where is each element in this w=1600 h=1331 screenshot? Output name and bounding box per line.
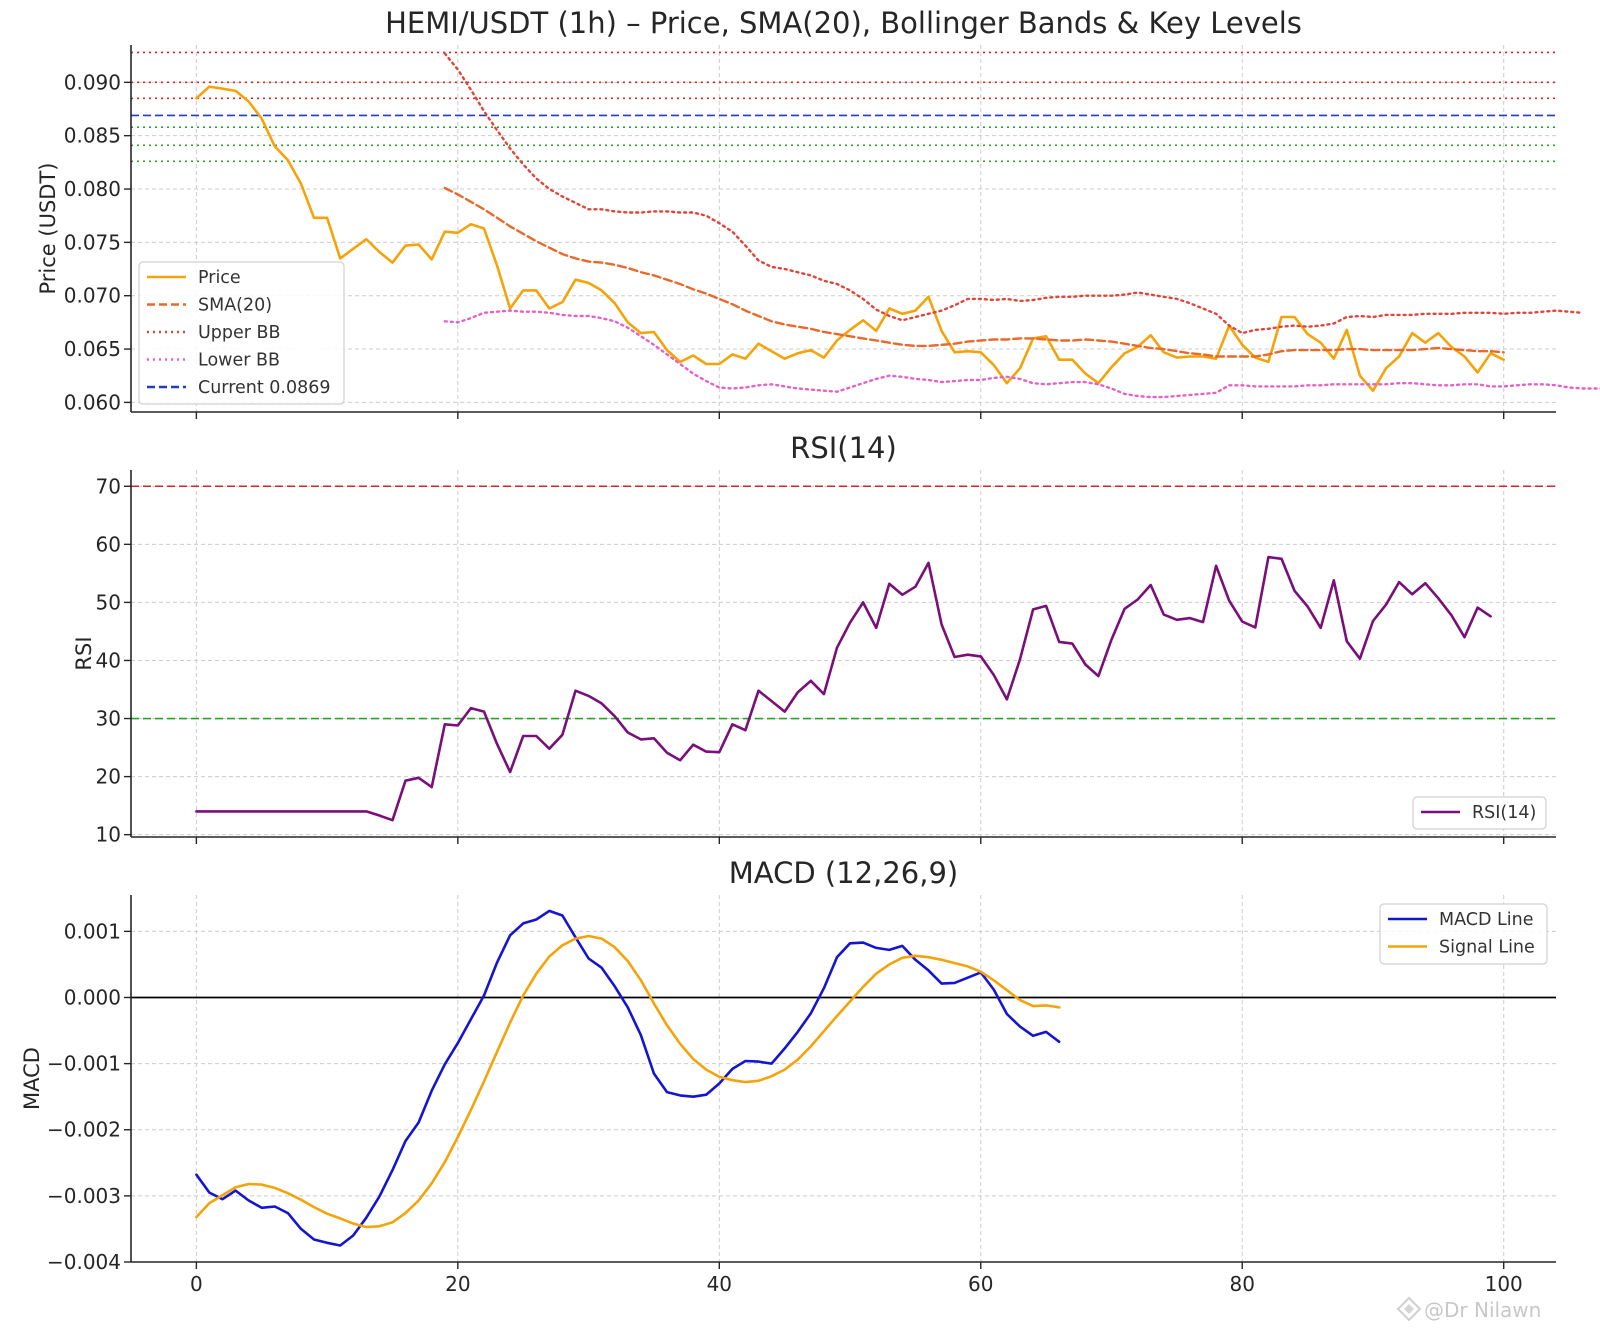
y-tick-label: 20 <box>96 765 121 789</box>
y-tick-label: 0.090 <box>64 70 121 94</box>
watermark: @Dr Nilawn <box>1424 1296 1594 1324</box>
y-tick-label: 0.080 <box>64 177 121 201</box>
series-line-price <box>195 85 1505 393</box>
legend-label: MACD Line <box>1439 910 1534 930</box>
watermark-logo-icon <box>1396 1296 1422 1322</box>
y-tick-label: 0.000 <box>64 985 121 1009</box>
x-tick-label: 80 <box>1230 1272 1255 1296</box>
y-tick-label: 0.070 <box>64 284 121 308</box>
legend-label: Current 0.0869 <box>198 378 331 398</box>
grid <box>131 895 1556 1263</box>
panel-1: 0.060 0.065 0.070 0.075 0.080 0.085 0.090 HEMI/… <box>36 6 1600 419</box>
x-axis: 0 20 40 60 80 100 <box>190 1262 1523 1296</box>
y-tick-label: 0.065 <box>64 337 121 361</box>
x-tick-label: 100 <box>1485 1272 1523 1296</box>
x-axis <box>195 837 1505 844</box>
y-tick-label: 40 <box>96 648 121 672</box>
legend-label: Lower BB <box>198 351 280 371</box>
legend-label: Price <box>198 268 241 288</box>
y-tick-label: 0.060 <box>64 390 121 414</box>
y-tick-label: 50 <box>96 590 121 614</box>
y-tick-label: 0.001 <box>64 919 121 943</box>
series-group <box>195 555 1492 822</box>
series-line-sma-20 <box>443 186 1505 358</box>
panel-title: MACD (12,26,9) <box>729 856 958 890</box>
y-axis-label: Price (USDT) <box>36 163 60 295</box>
panel-title: HEMI/USDT (1h) – Price, SMA(20), Bolling… <box>385 6 1302 40</box>
watermark-text: @Dr Nilawn <box>1424 1298 1541 1322</box>
legend-label: Signal Line <box>1439 938 1535 958</box>
legend: MACD Line Signal Line <box>1379 903 1548 965</box>
y-axis-label: RSI <box>72 636 96 670</box>
y-tick-label: −0.001 <box>47 1052 121 1076</box>
x-tick-label: 60 <box>968 1272 993 1296</box>
legend-label: Upper BB <box>198 323 281 343</box>
y-tick-label: 0.085 <box>64 124 121 148</box>
series-group <box>195 52 1600 399</box>
x-tick-label: 40 <box>707 1272 732 1296</box>
legend: RSI(14) <box>1412 796 1547 830</box>
y-tick-label: −0.002 <box>47 1118 121 1142</box>
series-line-signal-line <box>195 934 1061 1229</box>
legend-box <box>138 261 345 405</box>
reference-lines <box>131 485 1556 720</box>
y-axis: 0.060 0.065 0.070 0.075 0.080 0.085 0.090 <box>64 70 131 414</box>
series-line-rsi-14 <box>195 555 1492 822</box>
y-tick-label: −0.004 <box>47 1250 121 1274</box>
legend: Price SMA(20) Upper BB Lower BB Current 0.08… <box>138 261 345 405</box>
legend-label: SMA(20) <box>198 296 272 316</box>
grid <box>131 470 1556 837</box>
panel-2: 10 20 30 40 50 60 70 RSI(14) RSI RSI(14) <box>72 431 1556 847</box>
y-tick-label: −0.003 <box>47 1184 121 1208</box>
series-line-macd-line <box>195 909 1061 1247</box>
x-tick-label: 0 <box>190 1272 203 1296</box>
y-tick-label: 60 <box>96 532 121 556</box>
panel-3: 0 20 40 60 80 100 −0.004 −0.003 −0.002 −0.001 0.00… <box>20 856 1556 1296</box>
y-tick-label: 0.075 <box>64 230 121 254</box>
series-group <box>195 909 1061 1247</box>
x-tick-label: 20 <box>445 1272 470 1296</box>
legend-label: RSI(14) <box>1472 803 1536 823</box>
x-axis <box>195 412 1505 419</box>
series-line-lower-bb <box>443 309 1600 399</box>
legend-box <box>1412 796 1547 830</box>
y-axis: 10 20 30 40 50 60 70 <box>96 474 131 847</box>
reference-lines <box>131 51 1556 163</box>
y-tick-label: 10 <box>96 823 121 847</box>
y-tick-label: 70 <box>96 474 121 498</box>
y-axis: −0.004 −0.003 −0.002 −0.001 0.000 0.001 <box>47 919 131 1274</box>
panel-title: RSI(14) <box>790 431 897 465</box>
y-axis-label: MACD <box>20 1047 44 1110</box>
grid <box>131 45 1556 412</box>
y-tick-label: 30 <box>96 707 121 731</box>
series-line-upper-bb <box>443 52 1584 335</box>
